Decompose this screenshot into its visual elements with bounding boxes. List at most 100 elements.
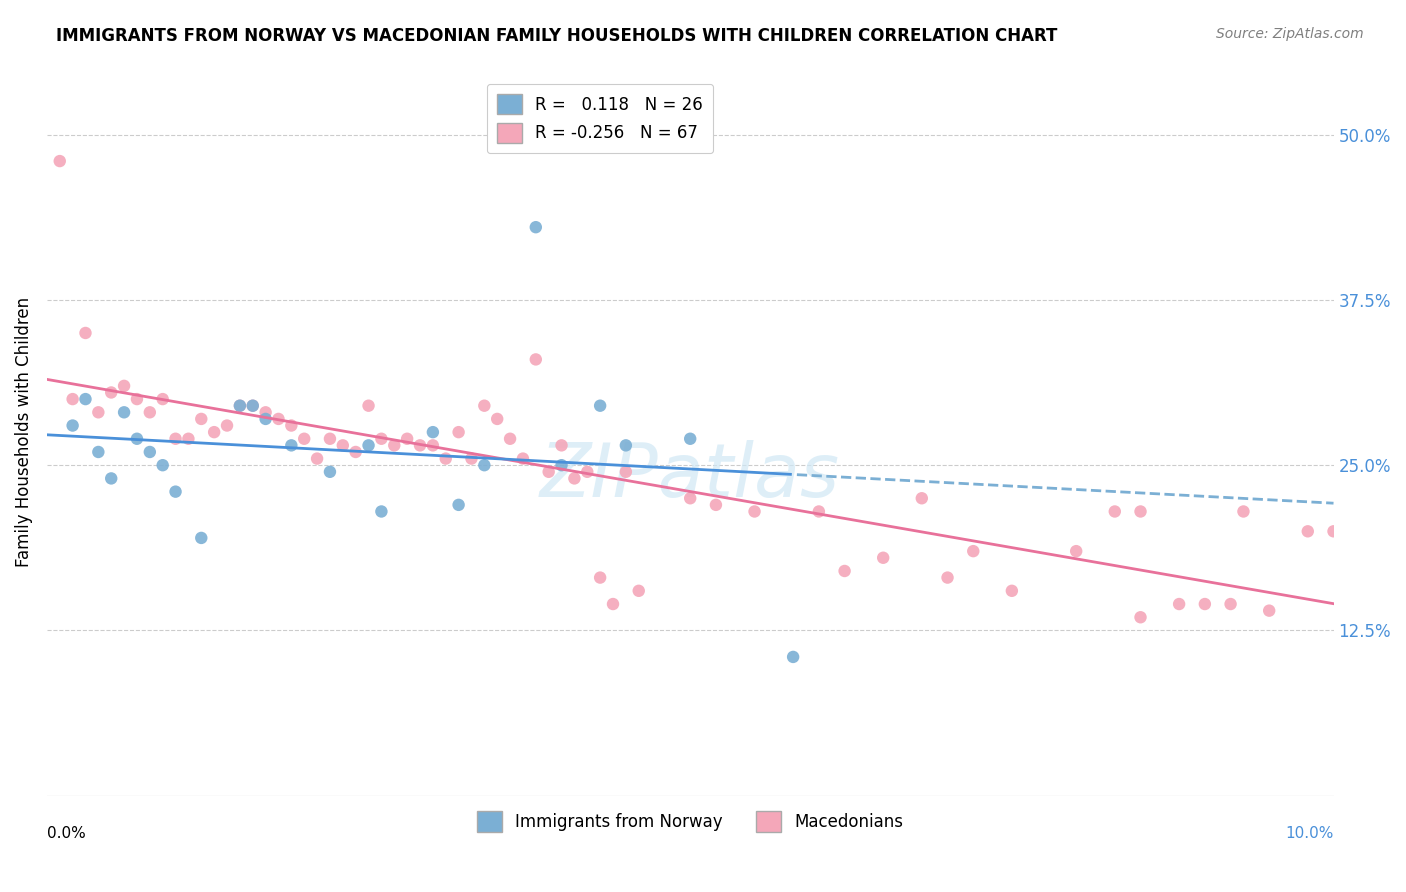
Point xyxy=(1129,610,1152,624)
Point xyxy=(229,399,252,413)
Point xyxy=(332,438,354,452)
Point xyxy=(254,412,277,426)
Point xyxy=(512,451,534,466)
Y-axis label: Family Households with Children: Family Households with Children xyxy=(15,297,32,567)
Point xyxy=(280,438,302,452)
Point xyxy=(589,399,612,413)
Point xyxy=(499,432,522,446)
Point xyxy=(152,458,174,473)
Point xyxy=(422,438,444,452)
Point xyxy=(524,352,547,367)
Point xyxy=(1064,544,1087,558)
Point xyxy=(1194,597,1216,611)
Point xyxy=(962,544,984,558)
Point xyxy=(319,465,342,479)
Point xyxy=(550,438,572,452)
Point xyxy=(112,379,135,393)
Point xyxy=(125,392,148,406)
Point xyxy=(1129,504,1152,518)
Text: 10.0%: 10.0% xyxy=(1285,826,1333,841)
Point xyxy=(704,498,727,512)
Point xyxy=(447,498,470,512)
Text: 0.0%: 0.0% xyxy=(46,826,86,841)
Point xyxy=(177,432,200,446)
Point xyxy=(936,571,959,585)
Point xyxy=(564,471,586,485)
Point xyxy=(872,550,894,565)
Point xyxy=(49,154,72,169)
Point xyxy=(614,465,637,479)
Point xyxy=(537,465,560,479)
Point xyxy=(627,583,650,598)
Point xyxy=(1001,583,1024,598)
Point xyxy=(370,432,392,446)
Point xyxy=(911,491,934,506)
Point xyxy=(1104,504,1126,518)
Point xyxy=(472,458,495,473)
Point xyxy=(75,326,97,340)
Point xyxy=(576,465,599,479)
Point xyxy=(370,504,392,518)
Point xyxy=(744,504,766,518)
Point xyxy=(1258,604,1281,618)
Point xyxy=(307,451,329,466)
Legend: Immigrants from Norway, Macedonians: Immigrants from Norway, Macedonians xyxy=(470,805,910,838)
Point xyxy=(75,392,97,406)
Point xyxy=(344,445,367,459)
Point xyxy=(1219,597,1241,611)
Point xyxy=(589,571,612,585)
Point xyxy=(1168,597,1191,611)
Text: ZIPatlas: ZIPatlas xyxy=(540,440,841,512)
Point xyxy=(422,425,444,439)
Point xyxy=(550,458,572,473)
Point xyxy=(679,432,702,446)
Point xyxy=(292,432,315,446)
Point xyxy=(1296,524,1319,539)
Point xyxy=(1232,504,1254,518)
Point xyxy=(229,399,252,413)
Point xyxy=(396,432,419,446)
Text: IMMIGRANTS FROM NORWAY VS MACEDONIAN FAMILY HOUSEHOLDS WITH CHILDREN CORRELATION: IMMIGRANTS FROM NORWAY VS MACEDONIAN FAM… xyxy=(56,27,1057,45)
Point xyxy=(202,425,225,439)
Point xyxy=(165,484,187,499)
Point xyxy=(125,432,148,446)
Point xyxy=(87,445,110,459)
Point xyxy=(614,438,637,452)
Point xyxy=(782,649,804,664)
Point xyxy=(434,451,457,466)
Point xyxy=(190,531,212,545)
Point xyxy=(215,418,238,433)
Point xyxy=(602,597,624,611)
Point xyxy=(382,438,405,452)
Point xyxy=(242,399,264,413)
Point xyxy=(242,399,264,413)
Point xyxy=(524,220,547,235)
Point xyxy=(62,418,84,433)
Point xyxy=(1322,524,1344,539)
Point xyxy=(62,392,84,406)
Point xyxy=(409,438,432,452)
Point xyxy=(319,432,342,446)
Point xyxy=(486,412,509,426)
Point xyxy=(460,451,482,466)
Point xyxy=(152,392,174,406)
Point xyxy=(254,405,277,419)
Point xyxy=(447,425,470,439)
Text: Source: ZipAtlas.com: Source: ZipAtlas.com xyxy=(1216,27,1364,41)
Point xyxy=(190,412,212,426)
Point xyxy=(807,504,830,518)
Point xyxy=(100,385,122,400)
Point xyxy=(472,399,495,413)
Point xyxy=(280,418,302,433)
Point xyxy=(87,405,110,419)
Point xyxy=(834,564,856,578)
Point xyxy=(165,432,187,446)
Point xyxy=(100,471,122,485)
Point xyxy=(679,491,702,506)
Point xyxy=(139,405,162,419)
Point xyxy=(357,438,380,452)
Point xyxy=(267,412,290,426)
Point xyxy=(139,445,162,459)
Point xyxy=(357,399,380,413)
Point xyxy=(112,405,135,419)
